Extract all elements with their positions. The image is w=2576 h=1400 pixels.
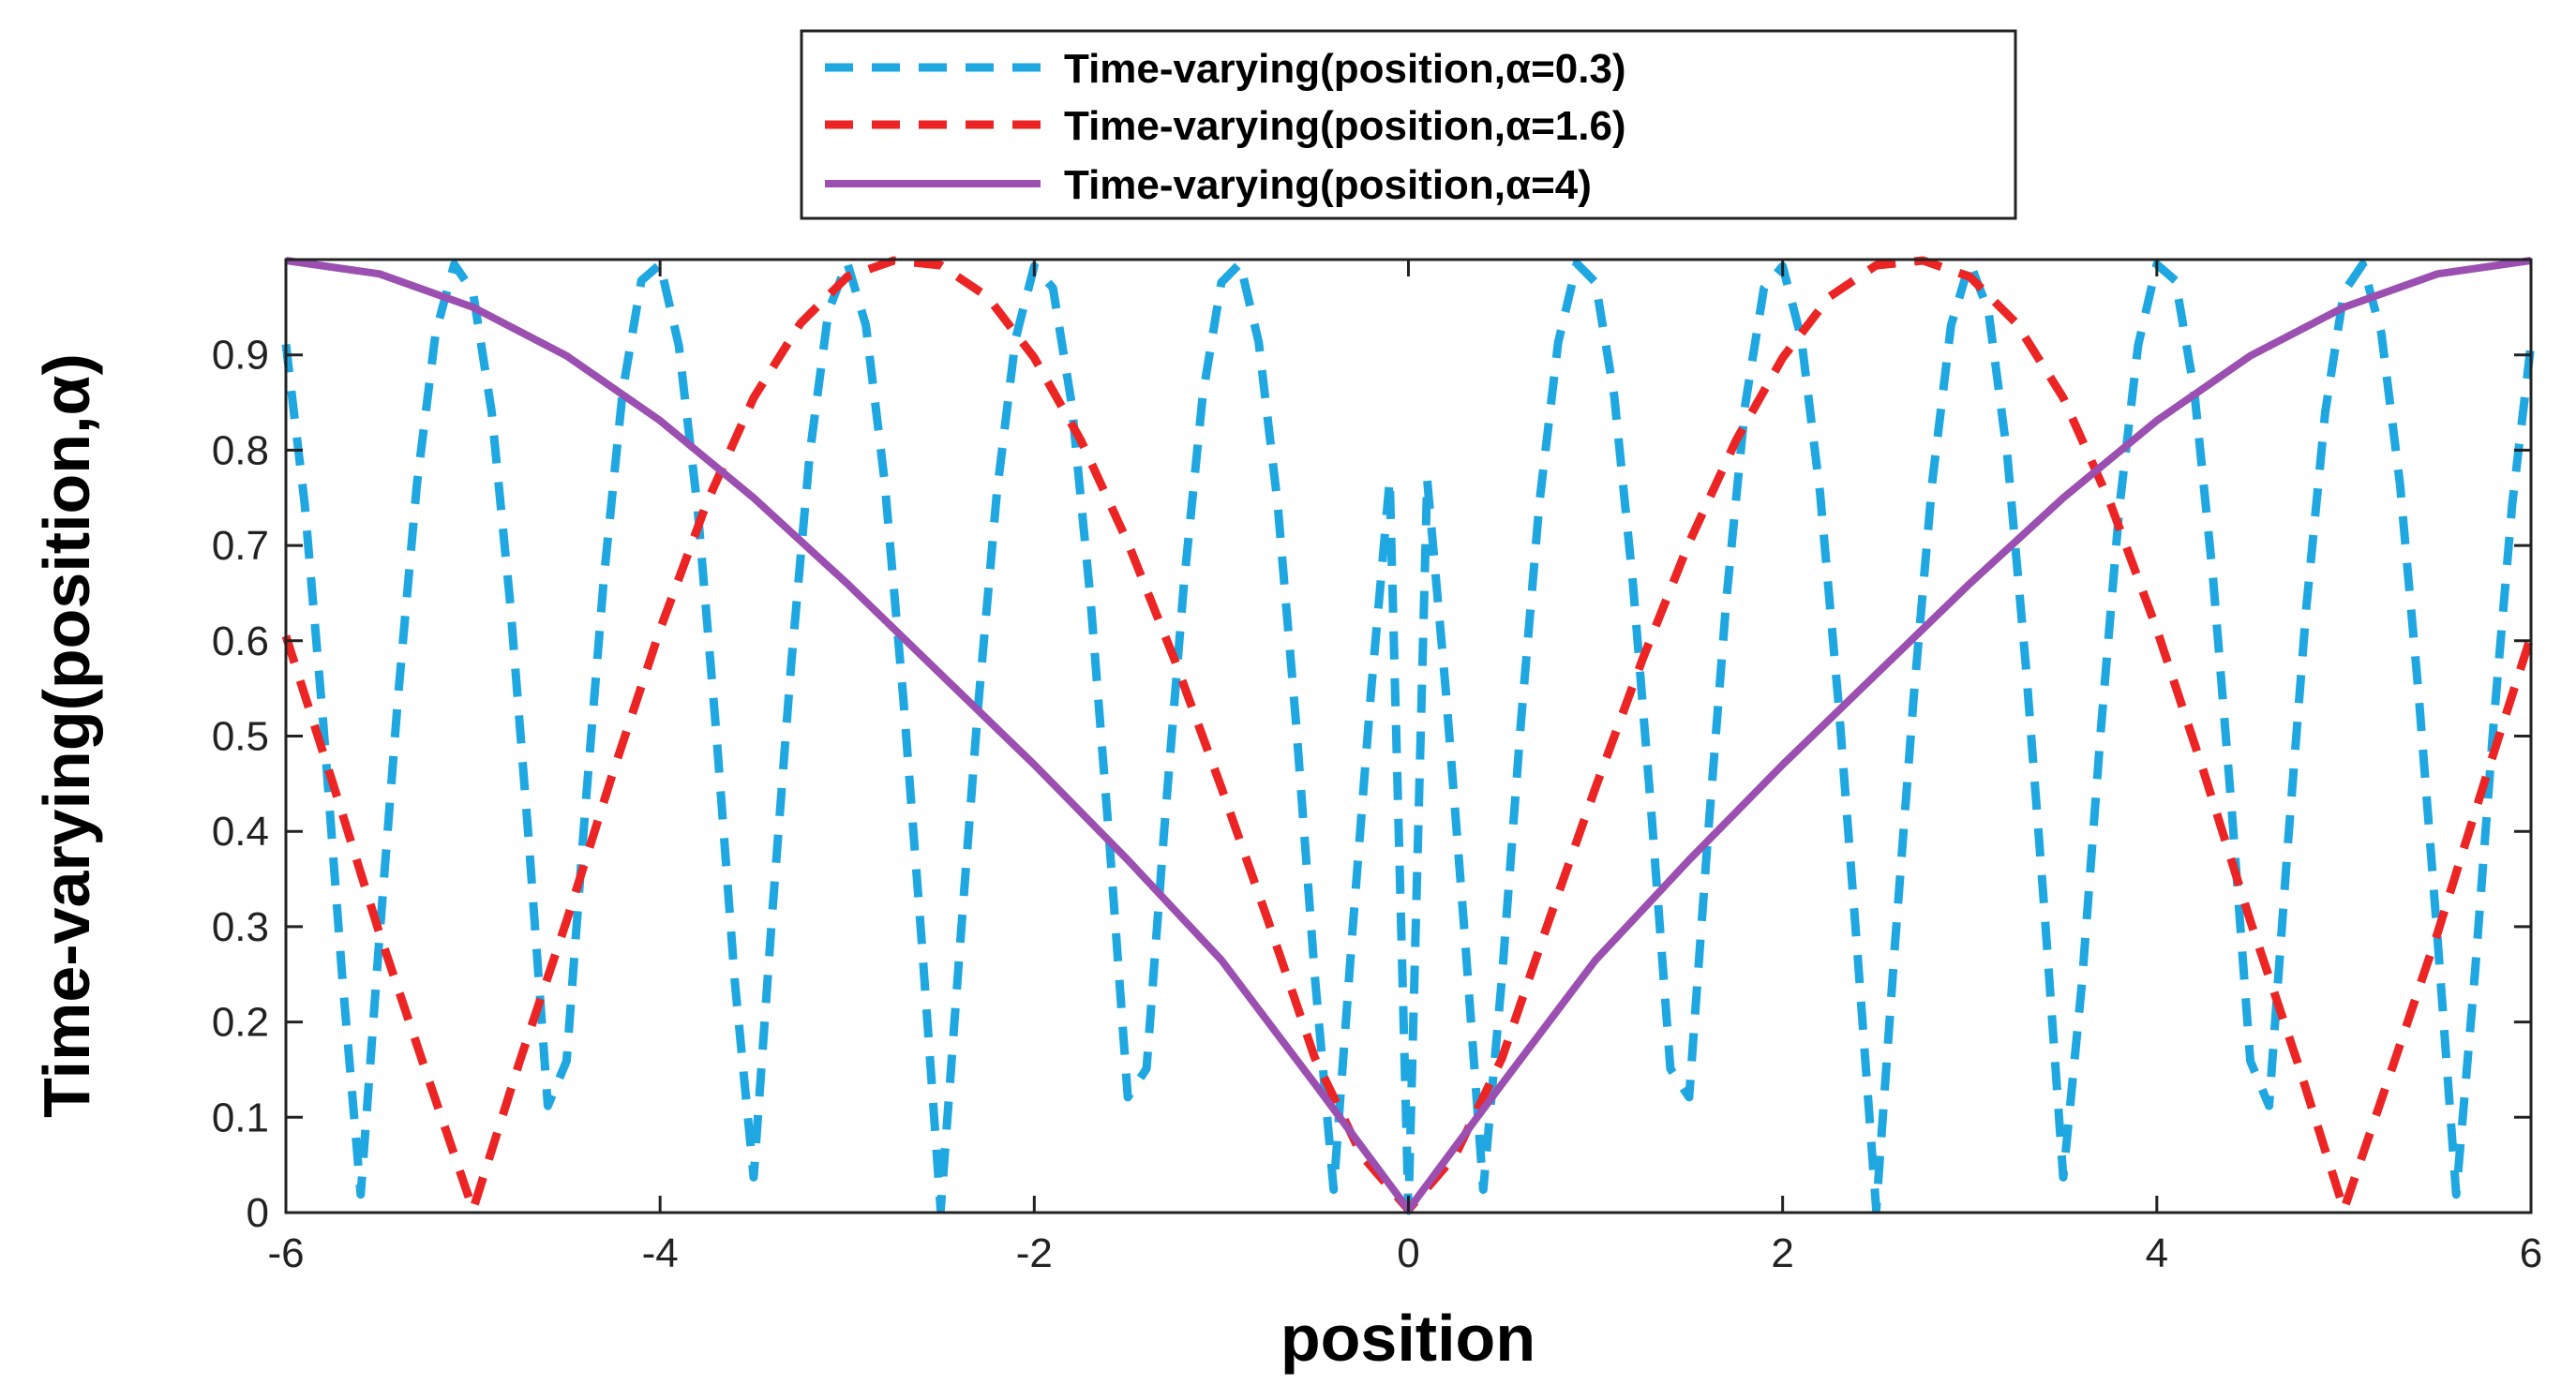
legend-label-alpha-1.6: Time-varying(position,α=1.6) bbox=[1064, 103, 1626, 149]
y-tick-label: 0 bbox=[247, 1190, 269, 1236]
x-tick-label: -4 bbox=[642, 1230, 679, 1276]
x-tick-label: -2 bbox=[1016, 1230, 1053, 1276]
x-tick-label: 2 bbox=[1771, 1230, 1793, 1276]
legend: Time-varying(position,α=0.3) Time-varyin… bbox=[800, 29, 2017, 220]
legend-label-alpha-4: Time-varying(position,α=4) bbox=[1064, 162, 1592, 208]
y-tick-label: 0.1 bbox=[212, 1095, 269, 1140]
y-tick-label: 0.5 bbox=[212, 714, 269, 760]
legend-label-alpha-0.3: Time-varying(position,α=0.3) bbox=[1064, 46, 1626, 92]
y-tick-label: 0.9 bbox=[212, 333, 269, 379]
x-axis-title: position bbox=[1281, 1302, 1535, 1375]
y-tick-label: 0.6 bbox=[212, 618, 269, 664]
y-axis-title: Time-varying(position,α) bbox=[30, 353, 103, 1118]
x-tick-label: 0 bbox=[1397, 1230, 1419, 1276]
tick-layer: -6 -4 -2 0 2 4 6 0 0.1 0.2 0.3 0.4 0.5 0.6 0.7 0.8 0.9 bbox=[212, 260, 2542, 1276]
y-tick-label: 0.7 bbox=[212, 523, 269, 569]
x-tick-label: -6 bbox=[267, 1230, 304, 1276]
y-tick-label: 0.4 bbox=[212, 809, 269, 855]
x-tick-label: 4 bbox=[2146, 1230, 2168, 1276]
y-tick-label: 0.8 bbox=[212, 427, 269, 473]
y-tick-label: 0.3 bbox=[212, 904, 269, 950]
y-tick-label: 0.2 bbox=[212, 1000, 269, 1046]
x-tick-label: 6 bbox=[2520, 1230, 2542, 1276]
